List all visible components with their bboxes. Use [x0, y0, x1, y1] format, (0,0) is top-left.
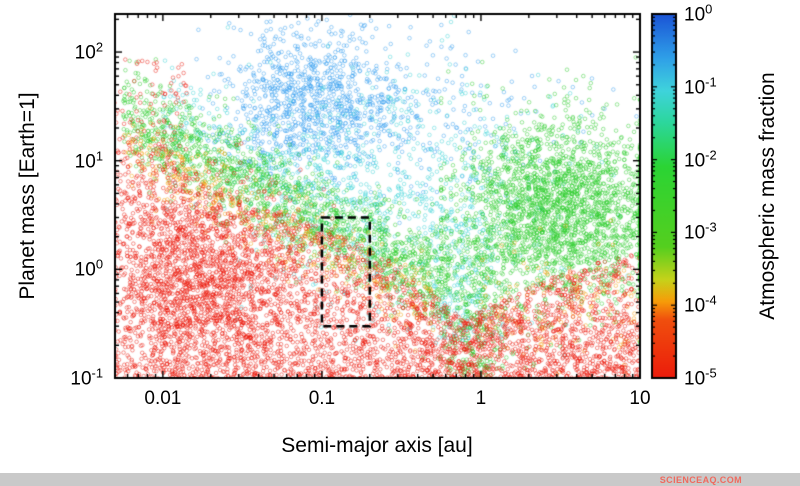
colorbar-title: Atmospheric mass fraction — [756, 72, 779, 320]
colorbar-tick-label: 10-3 — [684, 219, 717, 245]
x-tick-label: 1 — [475, 388, 487, 409]
y-tick-label: 100 — [74, 256, 103, 282]
x-axis-title: Semi-major axis [au] — [281, 434, 473, 457]
x-tick-label: 10 — [629, 388, 651, 409]
scatter-plot-canvas — [0, 0, 800, 470]
x-tick-label: 0.01 — [144, 388, 182, 409]
watermark-text: SCIENCEAQ.COM — [659, 474, 742, 485]
colorbar-tick-label: 10-1 — [684, 74, 717, 99]
colorbar-tick-label: 100 — [684, 1, 713, 26]
y-tick-label: 102 — [74, 39, 103, 64]
y-axis-title: Planet mass [Earth=1] — [16, 92, 39, 300]
x-tick-label: 0.1 — [308, 388, 336, 409]
colorbar-tick-label: 10-5 — [684, 365, 717, 390]
y-tick-label: 101 — [74, 148, 103, 173]
colorbar-tick-label: 10-4 — [684, 292, 717, 317]
colorbar-tick-label: 10-2 — [684, 146, 717, 172]
y-tick-label: 10-1 — [70, 365, 103, 390]
watermark-bar: SCIENCEAQ.COM — [0, 473, 800, 486]
